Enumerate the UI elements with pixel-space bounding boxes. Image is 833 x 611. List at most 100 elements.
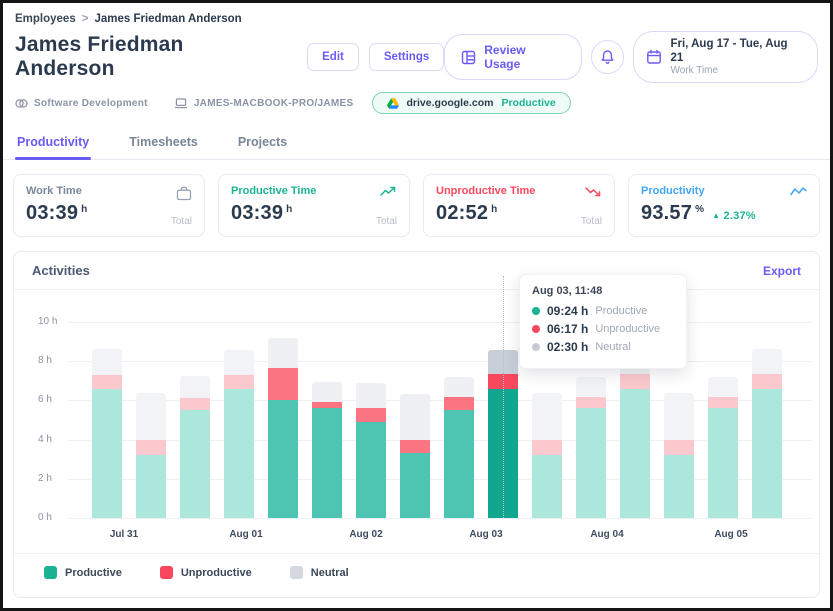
bar-segment-unproductive — [444, 397, 474, 411]
neutral-swatch-icon — [289, 566, 303, 579]
bar-segment-productive — [576, 408, 606, 518]
team-tag: Software Development — [15, 98, 148, 109]
chart-bar[interactable] — [444, 376, 474, 518]
tooltip-row-neutral: 02:30 h Neutral — [532, 340, 674, 354]
tab-bar: Productivity Timesheets Projects — [3, 127, 830, 160]
page-header: Employees > James Friedman Anderson Jame… — [3, 3, 830, 114]
bar-segment-unproductive — [268, 368, 298, 401]
date-range-mode: Work Time — [670, 65, 719, 76]
legend-item-unproductive[interactable]: Unproductive — [159, 566, 252, 579]
tab-projects[interactable]: Projects — [237, 135, 288, 149]
x-axis-label: Aug 04 — [590, 529, 624, 540]
date-range-picker[interactable]: Fri, Aug 17 - Tue, Aug 21 Work Time — [633, 31, 818, 83]
export-link[interactable]: Export — [762, 263, 801, 278]
bell-icon — [600, 49, 615, 65]
chart-bar[interactable] — [664, 392, 694, 518]
breadcrumb: Employees > James Friedman Anderson — [15, 13, 818, 25]
page-title: James Friedman Anderson — [15, 33, 184, 80]
bar-segment-productive — [356, 421, 386, 518]
tab-productivity[interactable]: Productivity — [15, 127, 92, 160]
breadcrumb-current: James Friedman Anderson — [94, 13, 242, 25]
chart-tooltip: Aug 03, 11:48 09:24 h Productive 06:17 h… — [519, 274, 687, 369]
tooltip-title: Aug 03, 11:48 — [532, 285, 603, 297]
stat-title: Productive Time — [231, 185, 317, 197]
bar-segment-unproductive — [356, 408, 386, 422]
chart-bar[interactable] — [356, 382, 386, 518]
stat-card-productivity: Productivity 93.57 %▲ 2.37% — [628, 174, 820, 237]
chart-bar[interactable] — [268, 337, 298, 518]
bar-segment-neutral — [180, 375, 210, 399]
stat-title: Productivity — [641, 185, 705, 197]
bar-segment-unproductive — [92, 374, 122, 389]
briefcase-icon — [176, 186, 192, 201]
bar-segment-unproductive — [664, 439, 694, 456]
chart-bar[interactable] — [400, 393, 430, 518]
activities-panel: Activities Export Jul 31 Aug 01 Aug 02 Aug … — [13, 251, 820, 598]
bar-segment-neutral — [532, 392, 562, 440]
stat-delta: ▲ 2.37% — [712, 210, 756, 222]
app-activity-badge[interactable]: drive.google.com Productive — [371, 92, 571, 114]
bar-segment-productive — [224, 388, 254, 518]
legend-item-neutral[interactable]: Neutral — [289, 566, 349, 579]
bar-segment-productive — [664, 455, 694, 518]
bar-segment-unproductive — [752, 373, 782, 389]
bar-segment-productive — [444, 410, 474, 518]
legend-item-productive[interactable]: Productive — [44, 566, 122, 579]
chart-bar[interactable] — [224, 350, 254, 518]
gridline — [69, 478, 811, 480]
bar-segment-neutral — [224, 350, 254, 375]
chart-bar[interactable] — [312, 381, 342, 518]
chart-bar[interactable] — [620, 349, 650, 518]
gridline — [69, 400, 811, 402]
y-axis-label: 0 h — [38, 512, 52, 523]
google-drive-icon — [386, 97, 399, 109]
chart-bar[interactable] — [136, 392, 166, 518]
stat-value: 03:39 h — [231, 202, 293, 224]
bar-segment-unproductive — [312, 402, 342, 409]
productive-swatch-icon — [44, 566, 57, 579]
bar-segment-neutral — [268, 337, 298, 369]
stat-value: 02:52 h — [436, 202, 498, 224]
unproductive-dot-icon — [532, 325, 540, 333]
chart-bar[interactable] — [92, 349, 122, 518]
bar-segment-unproductive — [708, 396, 738, 409]
stat-card-productive-time: Productive Time 03:39 h Total — [218, 174, 410, 237]
chart-bar[interactable] — [576, 376, 606, 518]
y-axis-label: 10 h — [38, 316, 58, 327]
laptop-icon — [174, 97, 188, 109]
bar-segment-productive — [180, 410, 210, 518]
delta-up-icon: ▲ — [712, 211, 721, 220]
bar-segment-productive — [136, 455, 166, 518]
settings-button[interactable]: Settings — [368, 43, 445, 71]
breadcrumb-employees-link[interactable]: Employees — [15, 13, 76, 25]
stat-footer: Total — [580, 216, 602, 227]
trend-up-icon — [380, 186, 397, 197]
review-usage-button[interactable]: Review Usage — [444, 34, 582, 80]
productive-dot-icon — [532, 307, 540, 315]
bar-segment-unproductive — [532, 439, 562, 456]
stat-title: Unproductive Time — [436, 185, 536, 197]
stat-card-work-time: Work Time 03:39 h Total — [13, 174, 205, 237]
bar-segment-productive — [92, 388, 122, 518]
chart-bar[interactable] — [708, 376, 738, 518]
bar-segment-productive — [708, 408, 738, 518]
x-axis-label: Aug 01 — [229, 529, 263, 540]
bar-segment-neutral — [400, 393, 430, 440]
bar-segment-neutral — [136, 392, 166, 440]
device-tag: JAMES-MACBOOK-PRO/JAMES — [174, 98, 354, 109]
stat-card-unproductive-time: Unproductive Time 02:52 h Total — [423, 174, 615, 237]
trend-line-icon — [790, 186, 807, 197]
bar-segment-unproductive — [620, 373, 650, 389]
tab-timesheets[interactable]: Timesheets — [129, 135, 198, 149]
bar-segment-neutral — [312, 381, 342, 403]
unproductive-swatch-icon — [159, 566, 173, 579]
edit-button[interactable]: Edit — [307, 43, 359, 71]
date-range-label: Fri, Aug 17 - Tue, Aug 21 — [670, 38, 788, 64]
notifications-button[interactable] — [590, 40, 625, 74]
activities-chart: Jul 31 Aug 01 Aug 02 Aug 03 Aug 04 Aug 05 — [69, 276, 811, 540]
trend-down-icon — [585, 186, 602, 197]
chart-bar[interactable] — [180, 375, 210, 518]
chart-bar[interactable] — [752, 349, 782, 518]
chart-bar[interactable] — [532, 392, 562, 518]
